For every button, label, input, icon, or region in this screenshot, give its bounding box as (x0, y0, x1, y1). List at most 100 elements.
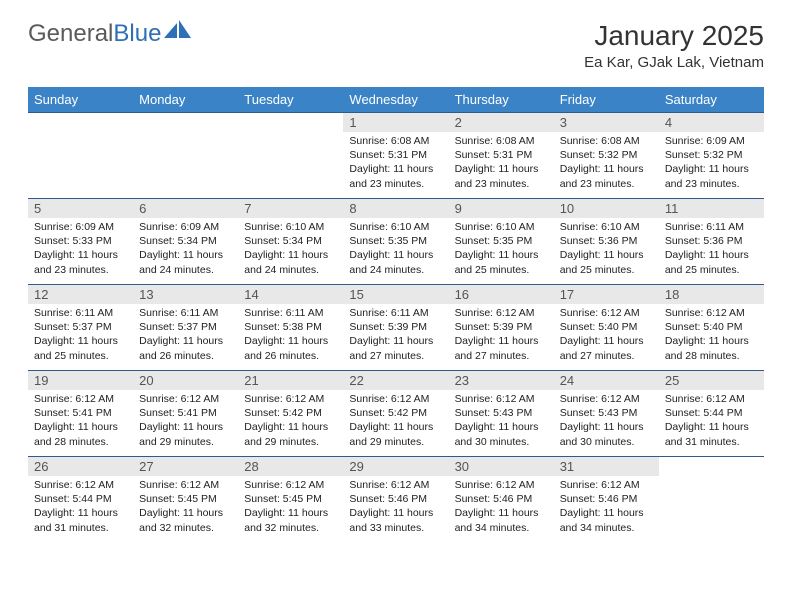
day-data: Sunrise: 6:12 AMSunset: 5:46 PMDaylight:… (554, 476, 659, 539)
day-data: Sunrise: 6:09 AMSunset: 5:32 PMDaylight:… (659, 132, 764, 195)
calendar-cell (133, 113, 238, 199)
day-data: Sunrise: 6:12 AMSunset: 5:43 PMDaylight:… (449, 390, 554, 453)
calendar-cell: 8Sunrise: 6:10 AMSunset: 5:35 PMDaylight… (343, 199, 448, 285)
calendar-body: 1Sunrise: 6:08 AMSunset: 5:31 PMDaylight… (28, 113, 764, 543)
weekday-header: Friday (554, 87, 659, 113)
day-data: Sunrise: 6:12 AMSunset: 5:44 PMDaylight:… (659, 390, 764, 453)
day-data: Sunrise: 6:12 AMSunset: 5:42 PMDaylight:… (238, 390, 343, 453)
calendar-cell (238, 113, 343, 199)
day-number: 4 (659, 113, 764, 132)
weekday-header: Wednesday (343, 87, 448, 113)
calendar-cell: 31Sunrise: 6:12 AMSunset: 5:46 PMDayligh… (554, 457, 659, 543)
calendar-table: SundayMondayTuesdayWednesdayThursdayFrid… (28, 87, 764, 543)
day-data: Sunrise: 6:12 AMSunset: 5:44 PMDaylight:… (28, 476, 133, 539)
day-data: Sunrise: 6:08 AMSunset: 5:32 PMDaylight:… (554, 132, 659, 195)
day-data: Sunrise: 6:11 AMSunset: 5:37 PMDaylight:… (28, 304, 133, 367)
brand-text-1: General (28, 20, 113, 48)
day-number: 12 (28, 285, 133, 304)
page-title: January 2025 (584, 20, 764, 52)
day-number: 30 (449, 457, 554, 476)
day-data: Sunrise: 6:09 AMSunset: 5:33 PMDaylight:… (28, 218, 133, 281)
day-number: 25 (659, 371, 764, 390)
calendar-cell: 2Sunrise: 6:08 AMSunset: 5:31 PMDaylight… (449, 113, 554, 199)
day-data: Sunrise: 6:10 AMSunset: 5:35 PMDaylight:… (449, 218, 554, 281)
weekday-header: Saturday (659, 87, 764, 113)
day-number: 19 (28, 371, 133, 390)
brand-text-2: Blue (113, 20, 161, 48)
calendar-cell: 12Sunrise: 6:11 AMSunset: 5:37 PMDayligh… (28, 285, 133, 371)
calendar-row: 19Sunrise: 6:12 AMSunset: 5:41 PMDayligh… (28, 371, 764, 457)
day-data: Sunrise: 6:12 AMSunset: 5:46 PMDaylight:… (343, 476, 448, 539)
day-data: Sunrise: 6:12 AMSunset: 5:40 PMDaylight:… (554, 304, 659, 367)
day-number: 22 (343, 371, 448, 390)
calendar-cell: 23Sunrise: 6:12 AMSunset: 5:43 PMDayligh… (449, 371, 554, 457)
calendar-row: 1Sunrise: 6:08 AMSunset: 5:31 PMDaylight… (28, 113, 764, 199)
calendar-cell: 24Sunrise: 6:12 AMSunset: 5:43 PMDayligh… (554, 371, 659, 457)
brand-logo: GeneralBlue (28, 20, 192, 48)
day-data: Sunrise: 6:11 AMSunset: 5:38 PMDaylight:… (238, 304, 343, 367)
calendar-row: 26Sunrise: 6:12 AMSunset: 5:44 PMDayligh… (28, 457, 764, 543)
day-data: Sunrise: 6:12 AMSunset: 5:43 PMDaylight:… (554, 390, 659, 453)
day-number: 18 (659, 285, 764, 304)
calendar-cell: 19Sunrise: 6:12 AMSunset: 5:41 PMDayligh… (28, 371, 133, 457)
weekday-header: Thursday (449, 87, 554, 113)
day-data: Sunrise: 6:11 AMSunset: 5:37 PMDaylight:… (133, 304, 238, 367)
calendar-cell (659, 457, 764, 543)
calendar-cell: 29Sunrise: 6:12 AMSunset: 5:46 PMDayligh… (343, 457, 448, 543)
calendar-cell: 5Sunrise: 6:09 AMSunset: 5:33 PMDaylight… (28, 199, 133, 285)
day-number: 16 (449, 285, 554, 304)
day-number: 27 (133, 457, 238, 476)
day-number: 28 (238, 457, 343, 476)
weekday-header: Monday (133, 87, 238, 113)
brand-sail-icon (164, 19, 192, 47)
day-number: 29 (343, 457, 448, 476)
day-number: 13 (133, 285, 238, 304)
day-number: 3 (554, 113, 659, 132)
day-number: 24 (554, 371, 659, 390)
calendar-cell: 4Sunrise: 6:09 AMSunset: 5:32 PMDaylight… (659, 113, 764, 199)
calendar-cell: 1Sunrise: 6:08 AMSunset: 5:31 PMDaylight… (343, 113, 448, 199)
calendar-cell (28, 113, 133, 199)
calendar-cell: 3Sunrise: 6:08 AMSunset: 5:32 PMDaylight… (554, 113, 659, 199)
calendar-cell: 16Sunrise: 6:12 AMSunset: 5:39 PMDayligh… (449, 285, 554, 371)
day-number: 23 (449, 371, 554, 390)
day-data: Sunrise: 6:12 AMSunset: 5:46 PMDaylight:… (449, 476, 554, 539)
calendar-cell: 21Sunrise: 6:12 AMSunset: 5:42 PMDayligh… (238, 371, 343, 457)
calendar-cell: 25Sunrise: 6:12 AMSunset: 5:44 PMDayligh… (659, 371, 764, 457)
calendar-cell: 20Sunrise: 6:12 AMSunset: 5:41 PMDayligh… (133, 371, 238, 457)
calendar-cell: 13Sunrise: 6:11 AMSunset: 5:37 PMDayligh… (133, 285, 238, 371)
day-number: 5 (28, 199, 133, 218)
day-data: Sunrise: 6:08 AMSunset: 5:31 PMDaylight:… (449, 132, 554, 195)
day-data: Sunrise: 6:12 AMSunset: 5:41 PMDaylight:… (28, 390, 133, 453)
day-number: 17 (554, 285, 659, 304)
calendar-cell: 22Sunrise: 6:12 AMSunset: 5:42 PMDayligh… (343, 371, 448, 457)
day-number: 14 (238, 285, 343, 304)
weekday-header: Sunday (28, 87, 133, 113)
day-number: 21 (238, 371, 343, 390)
calendar-cell: 27Sunrise: 6:12 AMSunset: 5:45 PMDayligh… (133, 457, 238, 543)
day-number: 1 (343, 113, 448, 132)
day-number: 2 (449, 113, 554, 132)
title-block: January 2025 Ea Kar, GJak Lak, Vietnam (584, 20, 764, 71)
calendar-cell: 18Sunrise: 6:12 AMSunset: 5:40 PMDayligh… (659, 285, 764, 371)
calendar-cell: 9Sunrise: 6:10 AMSunset: 5:35 PMDaylight… (449, 199, 554, 285)
day-number: 9 (449, 199, 554, 218)
day-number: 15 (343, 285, 448, 304)
calendar-cell: 15Sunrise: 6:11 AMSunset: 5:39 PMDayligh… (343, 285, 448, 371)
calendar-cell: 7Sunrise: 6:10 AMSunset: 5:34 PMDaylight… (238, 199, 343, 285)
calendar-cell: 30Sunrise: 6:12 AMSunset: 5:46 PMDayligh… (449, 457, 554, 543)
day-data: Sunrise: 6:12 AMSunset: 5:45 PMDaylight:… (238, 476, 343, 539)
calendar-cell: 6Sunrise: 6:09 AMSunset: 5:34 PMDaylight… (133, 199, 238, 285)
day-data: Sunrise: 6:12 AMSunset: 5:39 PMDaylight:… (449, 304, 554, 367)
day-data: Sunrise: 6:12 AMSunset: 5:40 PMDaylight:… (659, 304, 764, 367)
day-number: 10 (554, 199, 659, 218)
weekday-header: Tuesday (238, 87, 343, 113)
calendar-cell: 10Sunrise: 6:10 AMSunset: 5:36 PMDayligh… (554, 199, 659, 285)
day-data: Sunrise: 6:12 AMSunset: 5:45 PMDaylight:… (133, 476, 238, 539)
day-data: Sunrise: 6:08 AMSunset: 5:31 PMDaylight:… (343, 132, 448, 195)
calendar-row: 12Sunrise: 6:11 AMSunset: 5:37 PMDayligh… (28, 285, 764, 371)
day-data: Sunrise: 6:09 AMSunset: 5:34 PMDaylight:… (133, 218, 238, 281)
weekday-header-row: SundayMondayTuesdayWednesdayThursdayFrid… (28, 87, 764, 113)
header: GeneralBlue January 2025 Ea Kar, GJak La… (28, 20, 764, 71)
day-number: 31 (554, 457, 659, 476)
